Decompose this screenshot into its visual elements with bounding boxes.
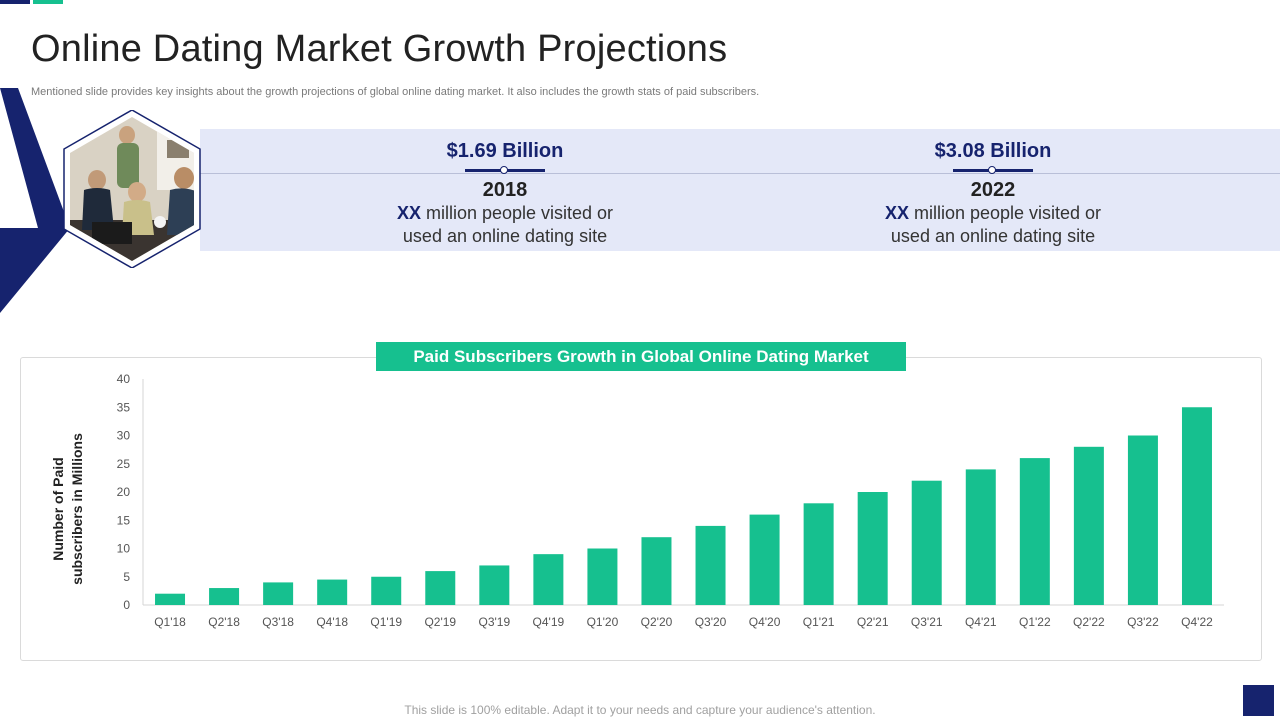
- stat-2018: $1.69 Billion 2018 XX million people vis…: [355, 137, 655, 248]
- stat-desc-line2: used an online dating site: [890, 226, 1096, 246]
- bar: [1127, 435, 1158, 605]
- bar: [1019, 458, 1050, 605]
- stat-desc-line2: used an online dating site: [402, 226, 608, 246]
- y-tick-label: 35: [117, 400, 131, 414]
- x-tick-label: Q2'20: [641, 615, 673, 629]
- bar: [425, 571, 456, 605]
- x-tick-label: Q1'19: [370, 615, 402, 629]
- x-tick-label: Q4'18: [316, 615, 348, 629]
- x-tick-label: Q2'21: [857, 615, 889, 629]
- bar: [209, 588, 240, 605]
- x-tick-label: Q1'22: [1019, 615, 1051, 629]
- chart-title: Paid Subscribers Growth in Global Online…: [376, 342, 906, 371]
- bar: [857, 492, 888, 605]
- bar: [965, 469, 996, 605]
- decorative-chevron: [0, 88, 70, 313]
- y-tick-label: 40: [117, 372, 131, 386]
- page-subtitle: Mentioned slide provides key insights ab…: [31, 86, 760, 98]
- stat-2022: $3.08 Billion 2022 XX million people vis…: [843, 137, 1143, 248]
- x-tick-label: Q4'21: [965, 615, 997, 629]
- bar: [533, 554, 564, 605]
- bar: [587, 548, 618, 605]
- stats-band: [200, 129, 1280, 251]
- bar: [641, 537, 672, 605]
- stat-year: 2022: [970, 179, 1016, 201]
- bar: [803, 503, 834, 605]
- chart-panel: [20, 357, 1262, 661]
- y-tick-label: 0: [123, 598, 130, 612]
- bar: [1181, 407, 1212, 605]
- stat-amount: $1.69 Billion: [446, 140, 564, 162]
- stat-marker: [355, 165, 655, 177]
- bar: [911, 480, 942, 605]
- x-tick-label: Q1'18: [154, 615, 186, 629]
- y-tick-label: 10: [117, 542, 131, 556]
- stat-desc-line1: million people visited or: [908, 203, 1102, 223]
- bar: [263, 582, 294, 605]
- x-tick-label: Q4'22: [1181, 615, 1213, 629]
- stat-amount: $3.08 Billion: [934, 140, 1052, 162]
- stat-marker: [843, 165, 1143, 177]
- top-accent-navy: [0, 0, 30, 4]
- x-tick-label: Q4'20: [749, 615, 781, 629]
- people-photo-hexagon: [63, 110, 201, 268]
- bar: [479, 565, 510, 605]
- x-tick-label: Q3'20: [695, 615, 727, 629]
- stat-desc-line1: million people visited or: [420, 203, 614, 223]
- bar: [695, 525, 726, 605]
- bar: [1073, 446, 1104, 605]
- y-tick-label: 25: [117, 457, 131, 471]
- stat-highlight: XX: [884, 203, 909, 223]
- x-tick-label: Q3'21: [911, 615, 943, 629]
- y-tick-label: 15: [117, 513, 131, 527]
- x-tick-label: Q4'19: [533, 615, 565, 629]
- y-tick-label: 30: [117, 429, 131, 443]
- x-tick-label: Q2'18: [208, 615, 240, 629]
- stat-description: XX million people visited or used an onli…: [843, 202, 1143, 248]
- y-tick-label: 5: [123, 570, 130, 584]
- x-tick-label: Q3'22: [1127, 615, 1159, 629]
- x-tick-label: Q1'21: [803, 615, 835, 629]
- stat-description: XX million people visited or used an onli…: [355, 202, 655, 248]
- stat-year: 2018: [482, 179, 528, 201]
- stat-highlight: XX: [396, 203, 421, 223]
- y-axis-title-line1: Number of Paid: [50, 457, 66, 560]
- y-tick-label: 20: [117, 485, 131, 499]
- corner-accent-square: [1243, 685, 1274, 716]
- bar: [749, 514, 780, 605]
- y-axis-title-line2: subscribers in Millions: [69, 433, 85, 585]
- x-tick-label: Q1'20: [587, 615, 619, 629]
- bar: [371, 576, 402, 605]
- page-title: Online Dating Market Growth Projections: [31, 28, 728, 70]
- footer-note: This slide is 100% editable. Adapt it to…: [404, 703, 876, 717]
- bar: [317, 579, 348, 605]
- x-tick-label: Q2'19: [424, 615, 456, 629]
- x-tick-label: Q3'19: [478, 615, 510, 629]
- x-tick-label: Q3'18: [262, 615, 294, 629]
- bar: [155, 593, 186, 605]
- top-accent-green: [33, 0, 63, 4]
- stats-divider-line: [200, 173, 1280, 174]
- x-tick-label: Q2'22: [1073, 615, 1105, 629]
